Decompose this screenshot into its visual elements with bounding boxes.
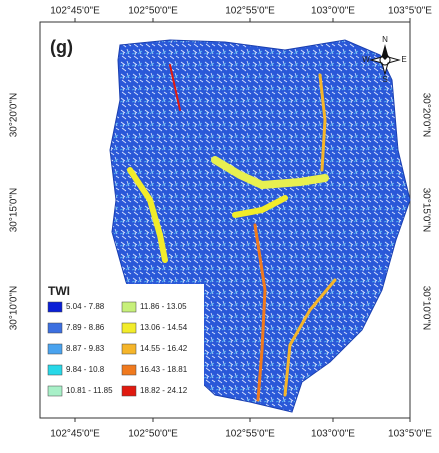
compass-w: W (362, 55, 370, 64)
right-label: 30°15'0"N (420, 188, 431, 233)
bottom-label: 103°5'0"E (388, 429, 432, 440)
legend-label: 9.84 - 10.8 (66, 365, 105, 374)
legend-swatch (48, 365, 62, 375)
right-label: 30°20'0"N (420, 93, 431, 138)
legend-label: 11.86 - 13.05 (140, 302, 187, 311)
legend-swatch (122, 365, 136, 375)
top-label: 102°55'0"E (225, 6, 275, 17)
legend-swatch (48, 323, 62, 333)
legend-label: 8.87 - 9.83 (66, 344, 105, 353)
left-label: 30°10'0"N (9, 286, 20, 331)
legend: TWI 5.04 - 7.88 7.89 - 8.86 8.87 - 9.83 9.8… (44, 284, 204, 412)
bottom-label: 102°45'0"E (50, 429, 100, 440)
legend-swatch (122, 386, 136, 396)
legend-swatch (48, 302, 62, 312)
legend-swatch (48, 386, 62, 396)
legend-label: 13.06 - 14.54 (140, 323, 188, 332)
legend-label: 16.43 - 18.81 (140, 365, 188, 374)
legend-label: 7.89 - 8.86 (66, 323, 105, 332)
legend-label: 14.55 - 16.42 (140, 344, 188, 353)
left-label: 30°20'0"N (9, 93, 20, 138)
legend-swatch (122, 323, 136, 333)
legend-label: 5.04 - 7.88 (66, 302, 105, 311)
bottom-label: 102°55'0"E (225, 429, 275, 440)
top-label: 103°0'0"E (311, 6, 355, 17)
legend-swatch (122, 344, 136, 354)
compass-e: E (401, 55, 406, 64)
top-label: 102°50'0"E (128, 6, 178, 17)
legend-label: 18.82 - 24.12 (140, 386, 188, 395)
compass-s: S (382, 75, 387, 84)
panel-label: (g) (50, 37, 73, 57)
left-label: 30°15'0"N (9, 188, 20, 233)
legend-swatch (122, 302, 136, 312)
compass-n: N (382, 35, 388, 44)
top-label: 102°45'0"E (50, 6, 100, 17)
bottom-label: 102°50'0"E (128, 429, 178, 440)
legend-title: TWI (48, 284, 70, 298)
legend-label: 10.81 - 11.85 (66, 386, 113, 395)
map: N S E W (g) TWI 5.04 - 7.88 7.89 - 8.86 8.… (0, 0, 439, 448)
legend-swatch (48, 344, 62, 354)
right-label: 30°10'0"N (420, 286, 431, 331)
top-label: 103°5'0"E (388, 6, 432, 17)
bottom-label: 103°0'0"E (311, 429, 355, 440)
